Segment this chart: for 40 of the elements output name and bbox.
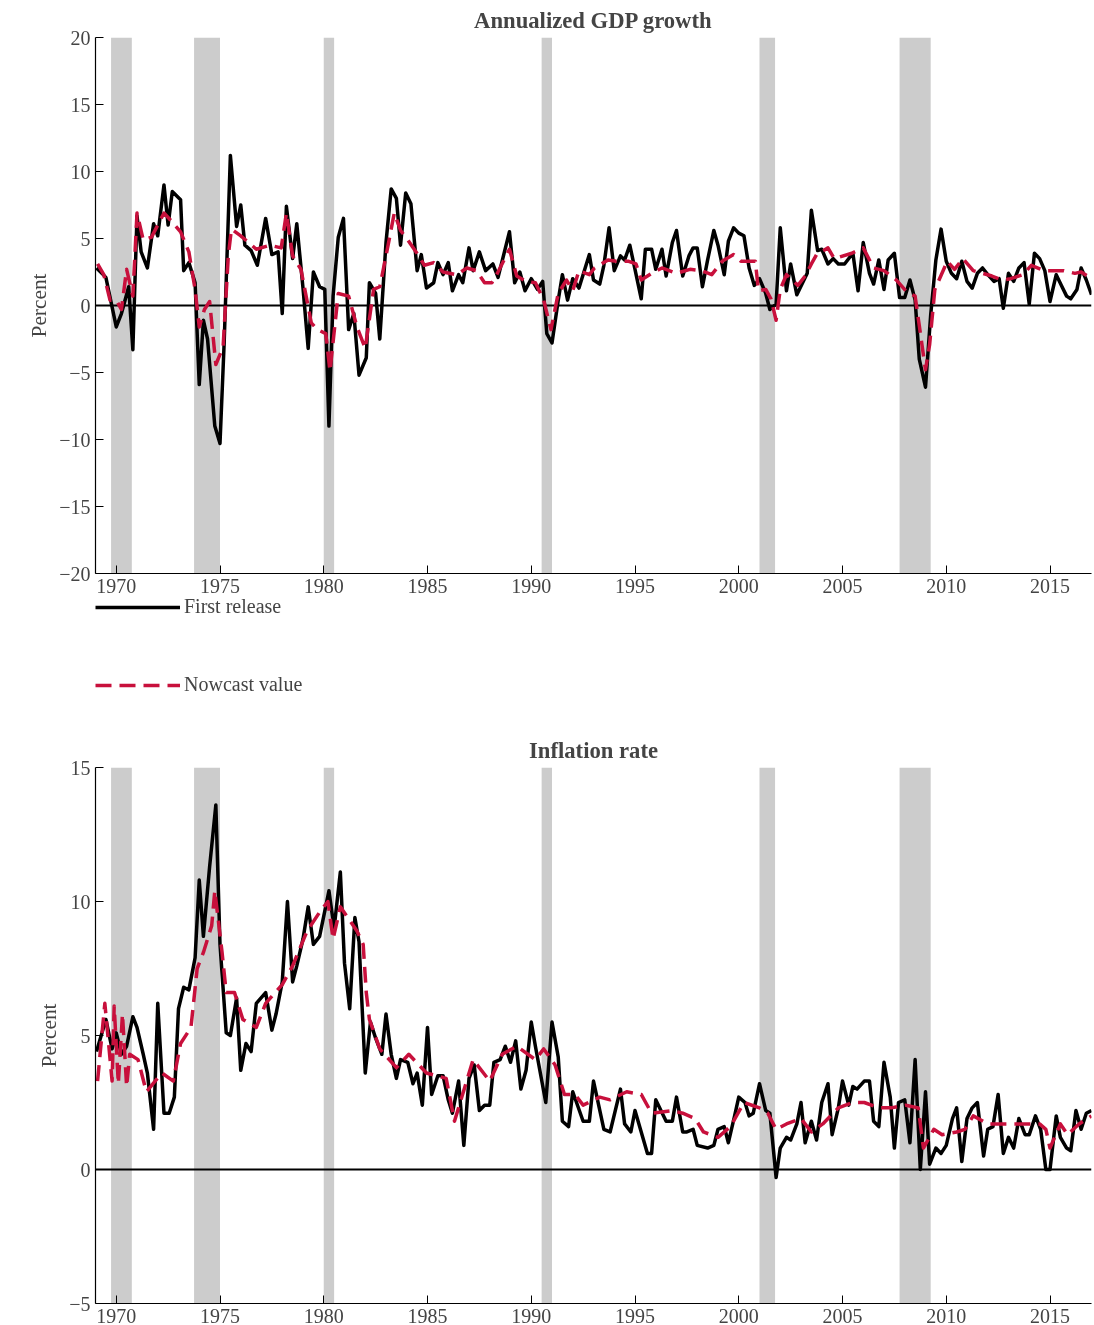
x-tick-label: 1975 (200, 574, 240, 597)
x-tick-label: 1985 (407, 574, 448, 597)
legend-label: First release (184, 595, 282, 618)
y-tick-label: −15 (59, 495, 91, 518)
y-tick-label: 0 (80, 294, 91, 317)
x-tick-label: 2015 (1030, 574, 1070, 597)
y-tick-label: −5 (69, 361, 91, 384)
y-tick-label: −20 (59, 562, 91, 585)
x-tick-label: 1970 (96, 574, 137, 597)
y-tick-label: 15 (70, 93, 91, 116)
x-tick-label: 2010 (926, 574, 967, 597)
x-tick-label: 2005 (822, 1304, 863, 1325)
x-tick-label: 1995 (615, 1304, 655, 1325)
y-tick-label: 5 (80, 1024, 91, 1047)
y-axis-title: Percent (27, 273, 52, 338)
y-tick-label: 10 (70, 160, 91, 183)
y-tick-label: −5 (69, 1292, 91, 1315)
x-tick-label: 2010 (926, 1304, 967, 1325)
x-tick-label: 1980 (303, 1304, 344, 1325)
y-tick-label: 0 (80, 1158, 91, 1181)
y-tick-label: 5 (80, 227, 91, 250)
x-tick-label: 1985 (407, 1304, 448, 1325)
x-tick-label: 2005 (822, 574, 863, 597)
x-tick-label: 2000 (718, 1304, 759, 1325)
x-tick-label: 1990 (511, 1304, 552, 1325)
x-tick-label: 1995 (615, 574, 655, 597)
y-tick-label: 20 (70, 26, 91, 49)
x-tick-label: 1980 (303, 574, 344, 597)
legend-label: Nowcast value (184, 673, 303, 696)
y-tick-label: −10 (59, 428, 91, 451)
y-tick-label: 15 (70, 756, 91, 779)
x-tick-label: 2015 (1030, 1304, 1070, 1325)
x-tick-label: 1990 (511, 574, 552, 597)
chart-title: Inflation rate (529, 737, 659, 763)
chart-title: Annualized GDP growth (474, 7, 713, 33)
y-axis-title: Percent (37, 1003, 62, 1068)
y-tick-label: 10 (70, 890, 91, 913)
x-tick-label: 1975 (200, 1304, 240, 1325)
x-tick-label: 1970 (96, 1304, 137, 1325)
x-tick-label: 2000 (718, 574, 759, 597)
